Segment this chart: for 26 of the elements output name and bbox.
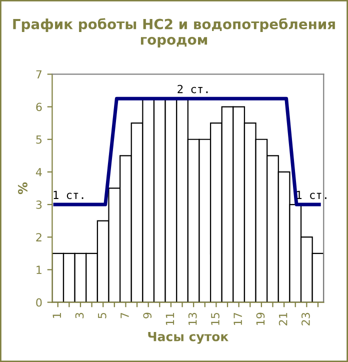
y-tick-label: 6: [36, 102, 42, 112]
y-tick-label: 5: [36, 135, 42, 144]
x-tick-label: 23: [301, 312, 310, 326]
x-tick-label: 7: [120, 312, 129, 318]
x-tick-label: 3: [75, 312, 84, 318]
y-tick-label: 3: [36, 200, 42, 209]
annotation: 2 ст.: [178, 84, 208, 94]
y-tick-label: 7: [36, 70, 42, 78]
chart-title: График роботы НС2 и водопотребления городом: [13, 18, 335, 48]
annotation: 1 ст.: [54, 190, 84, 200]
y-tick-label: 4: [36, 168, 42, 176]
y-tick-label: 1: [36, 266, 42, 274]
x-axis-title: Часы суток: [148, 332, 228, 344]
x-tick-label: 1: [52, 313, 61, 318]
x-tick-label: 13: [188, 312, 197, 325]
x-tick-label: 9: [143, 312, 152, 318]
y-axis-title: %: [18, 182, 28, 194]
x-tick-label: 19: [256, 312, 265, 325]
y-tick-label: 2: [36, 233, 42, 242]
x-tick-label: 17: [234, 312, 242, 325]
x-tick-label: 15: [211, 312, 220, 325]
y-tick-label: 0: [36, 298, 42, 307]
annotation: 1 ст.: [296, 190, 326, 200]
x-tick-label: 5: [98, 312, 106, 318]
x-tick-label: 11: [166, 313, 174, 325]
x-tick-label: 21: [278, 313, 288, 326]
